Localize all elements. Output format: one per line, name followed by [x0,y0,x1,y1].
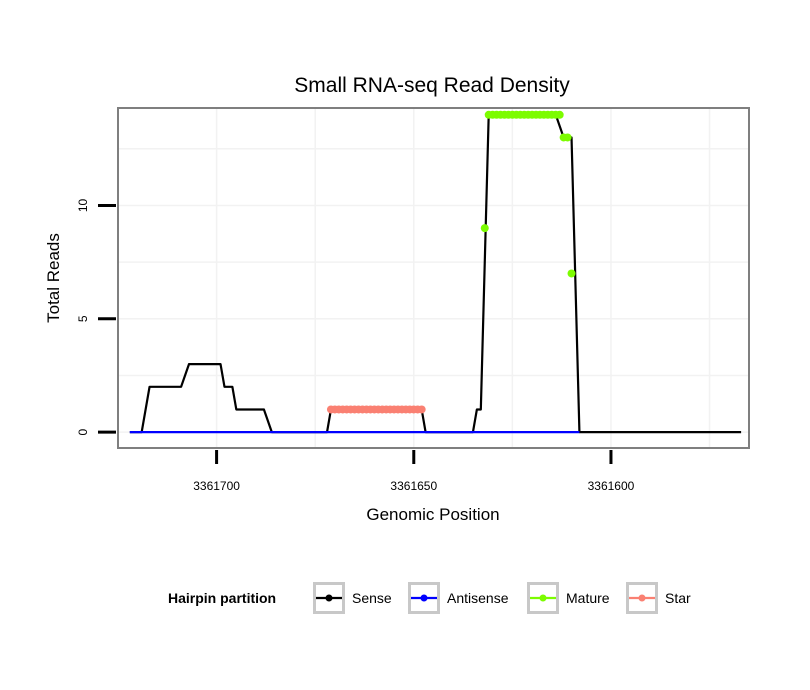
x-tick-label: 3361650 [390,479,437,493]
sense-series-line [129,113,742,434]
legend-entries: Sense Antisense Mature Star [313,582,691,614]
y-axis: 0 5 10 [76,198,116,435]
plot-panel [117,107,750,449]
plot-background [118,108,749,448]
antisense-legend-label: Antisense [447,590,509,606]
mature-point [480,224,489,233]
y-tick-label: 10 [76,198,90,212]
x-axis: 3361700 3361650 3361600 [193,450,635,493]
sense-legend-key-point [325,594,333,602]
antisense-legend-key-point [420,594,428,602]
y-tick-label: 0 [76,428,90,435]
star-legend-label: Star [665,590,691,606]
star-point [417,405,426,414]
mature-point [563,133,572,142]
plot-border [117,107,750,449]
mature-legend-label: Mature [566,590,610,606]
mature-point [567,269,576,278]
sense-legend-label: Sense [352,590,392,606]
series-layer [129,110,742,434]
legend-title: Hairpin partition [168,590,276,606]
mature-point [555,110,564,119]
mature-legend-key-point [539,594,547,602]
y-axis-title: Total Reads [44,233,63,323]
x-tick-label: 3361600 [588,479,635,493]
star-legend-key-point [638,594,646,602]
x-axis-title: Genomic Position [366,505,499,524]
y-tick-label: 5 [76,315,90,322]
x-tick-label: 3361700 [193,479,240,493]
legend: Hairpin partition Sense Antisense Mature St… [168,582,691,614]
chart-title: Small RNA-seq Read Density [294,74,570,97]
